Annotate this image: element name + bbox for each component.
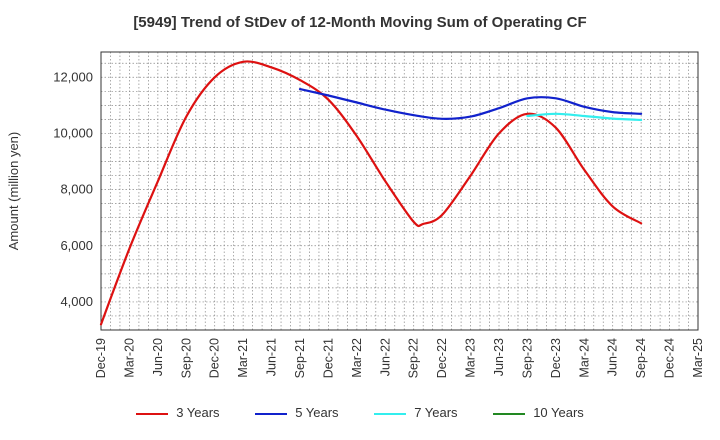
plot-frame — [100, 51, 699, 331]
legend-item-3-years: 3 Years — [136, 405, 220, 420]
chart-title: [5949] Trend of StDev of 12-Month Moving… — [133, 14, 587, 31]
legend-item-10-years: 10 Years — [493, 405, 584, 420]
x-tick-label: Mar-25 — [691, 338, 705, 378]
x-tick-label: Jun-20 — [151, 338, 165, 376]
x-tick-label: Dec-20 — [208, 338, 222, 378]
x-tick-label: Jun-23 — [492, 338, 506, 376]
x-tick-label: Mar-24 — [577, 338, 591, 378]
legend-label-7-years: 7 Years — [414, 405, 458, 420]
y-tick-label: 12,000 — [53, 69, 93, 84]
x-tick-label: Sep-20 — [179, 338, 193, 378]
legend: 3 Years 5 Years 7 Years 10 Years — [0, 405, 720, 420]
y-tick-label: 8,000 — [60, 182, 93, 197]
x-tick-label: Dec-19 — [94, 338, 108, 378]
x-tick-label: Sep-21 — [293, 338, 307, 378]
series-layer — [99, 60, 643, 326]
axis-layer: 4,000 6,000 8,000 10,000 12,000 Dec-19 Mar-20 J… — [53, 51, 705, 378]
x-tick-label: Mar-22 — [350, 338, 364, 378]
x-tick-label: Mar-21 — [236, 338, 250, 378]
x-tick-label: Mar-20 — [122, 338, 136, 378]
legend-swatch-10-years — [493, 412, 526, 415]
y-tick-label: 6,000 — [60, 238, 93, 253]
legend-item-5-years: 5 Years — [255, 405, 339, 420]
legend-label-3-years: 3 Years — [176, 405, 220, 420]
legend-swatch-5-years — [255, 412, 288, 415]
y-axis-label: Amount (million yen) — [6, 132, 21, 251]
x-tick-label: Dec-21 — [321, 338, 335, 378]
x-tick-label: Dec-23 — [549, 338, 563, 378]
x-tick-label: Mar-23 — [464, 338, 478, 378]
x-tick-label: Jun-22 — [378, 338, 392, 376]
series-line-7-years — [526, 112, 643, 122]
legend-swatch-7-years — [374, 412, 407, 415]
x-tick-label: Dec-24 — [663, 338, 677, 378]
x-tick-label: Sep-23 — [520, 338, 534, 378]
legend-swatch-3-years — [136, 412, 169, 415]
y-tick-label: 10,000 — [53, 125, 93, 140]
legend-label-5-years: 5 Years — [295, 405, 339, 420]
x-tick-label: Sep-22 — [407, 338, 421, 378]
grid-layer — [101, 52, 698, 330]
x-tick-label: Jun-21 — [265, 338, 279, 376]
legend-label-10-years: 10 Years — [533, 405, 584, 420]
series-line-3-years — [99, 60, 643, 326]
x-tick-label: Dec-22 — [435, 338, 449, 378]
legend-item-7-years: 7 Years — [374, 405, 458, 420]
x-tick-label: Sep-24 — [634, 338, 648, 378]
y-tick-label: 4,000 — [60, 294, 93, 309]
x-tick-label: Jun-24 — [606, 338, 620, 376]
series-line-5-years — [298, 88, 643, 120]
